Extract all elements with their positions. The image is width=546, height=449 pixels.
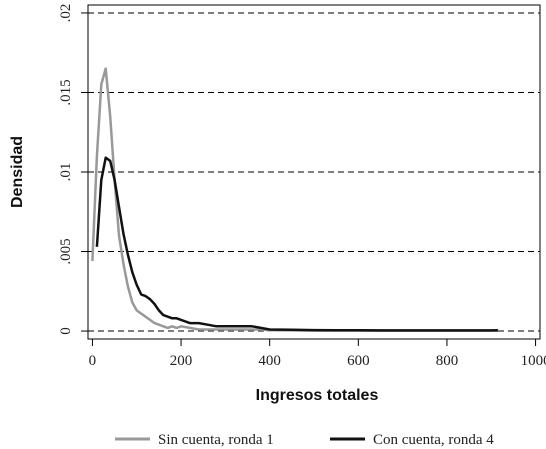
y-tick-label: .005 <box>58 238 74 264</box>
x-tick-label: 200 <box>170 353 193 369</box>
y-axis: 0 .005 .01 .015 .02 <box>58 4 88 335</box>
x-axis: 0 200 400 600 800 1000 <box>89 339 546 369</box>
series-line-2 <box>95 156 498 332</box>
x-tick-label: 800 <box>436 353 459 369</box>
x-tick-label: 0 <box>89 353 97 369</box>
series-line-1 <box>91 67 498 332</box>
x-tick-label: 1000 <box>521 353 546 369</box>
x-tick-label: 400 <box>258 353 281 369</box>
y-tick-label: 0 <box>58 327 74 335</box>
y-tick-label: .02 <box>58 4 74 23</box>
y-tick-label: .01 <box>58 163 74 182</box>
grid-lines <box>88 12 540 332</box>
series-lines <box>91 67 498 332</box>
y-axis-title: Densidad <box>9 136 26 208</box>
y-tick-label: .015 <box>58 79 74 105</box>
x-tick-label: 600 <box>347 353 370 369</box>
legend-label-con-cuenta: Con cuenta, ronda 4 <box>373 432 494 448</box>
x-axis-title: Ingresos totales <box>256 387 379 404</box>
legend: Sin cuenta, ronda 1 Con cuenta, ronda 4 <box>115 432 494 448</box>
legend-label-sin-cuenta: Sin cuenta, ronda 1 <box>158 432 274 448</box>
